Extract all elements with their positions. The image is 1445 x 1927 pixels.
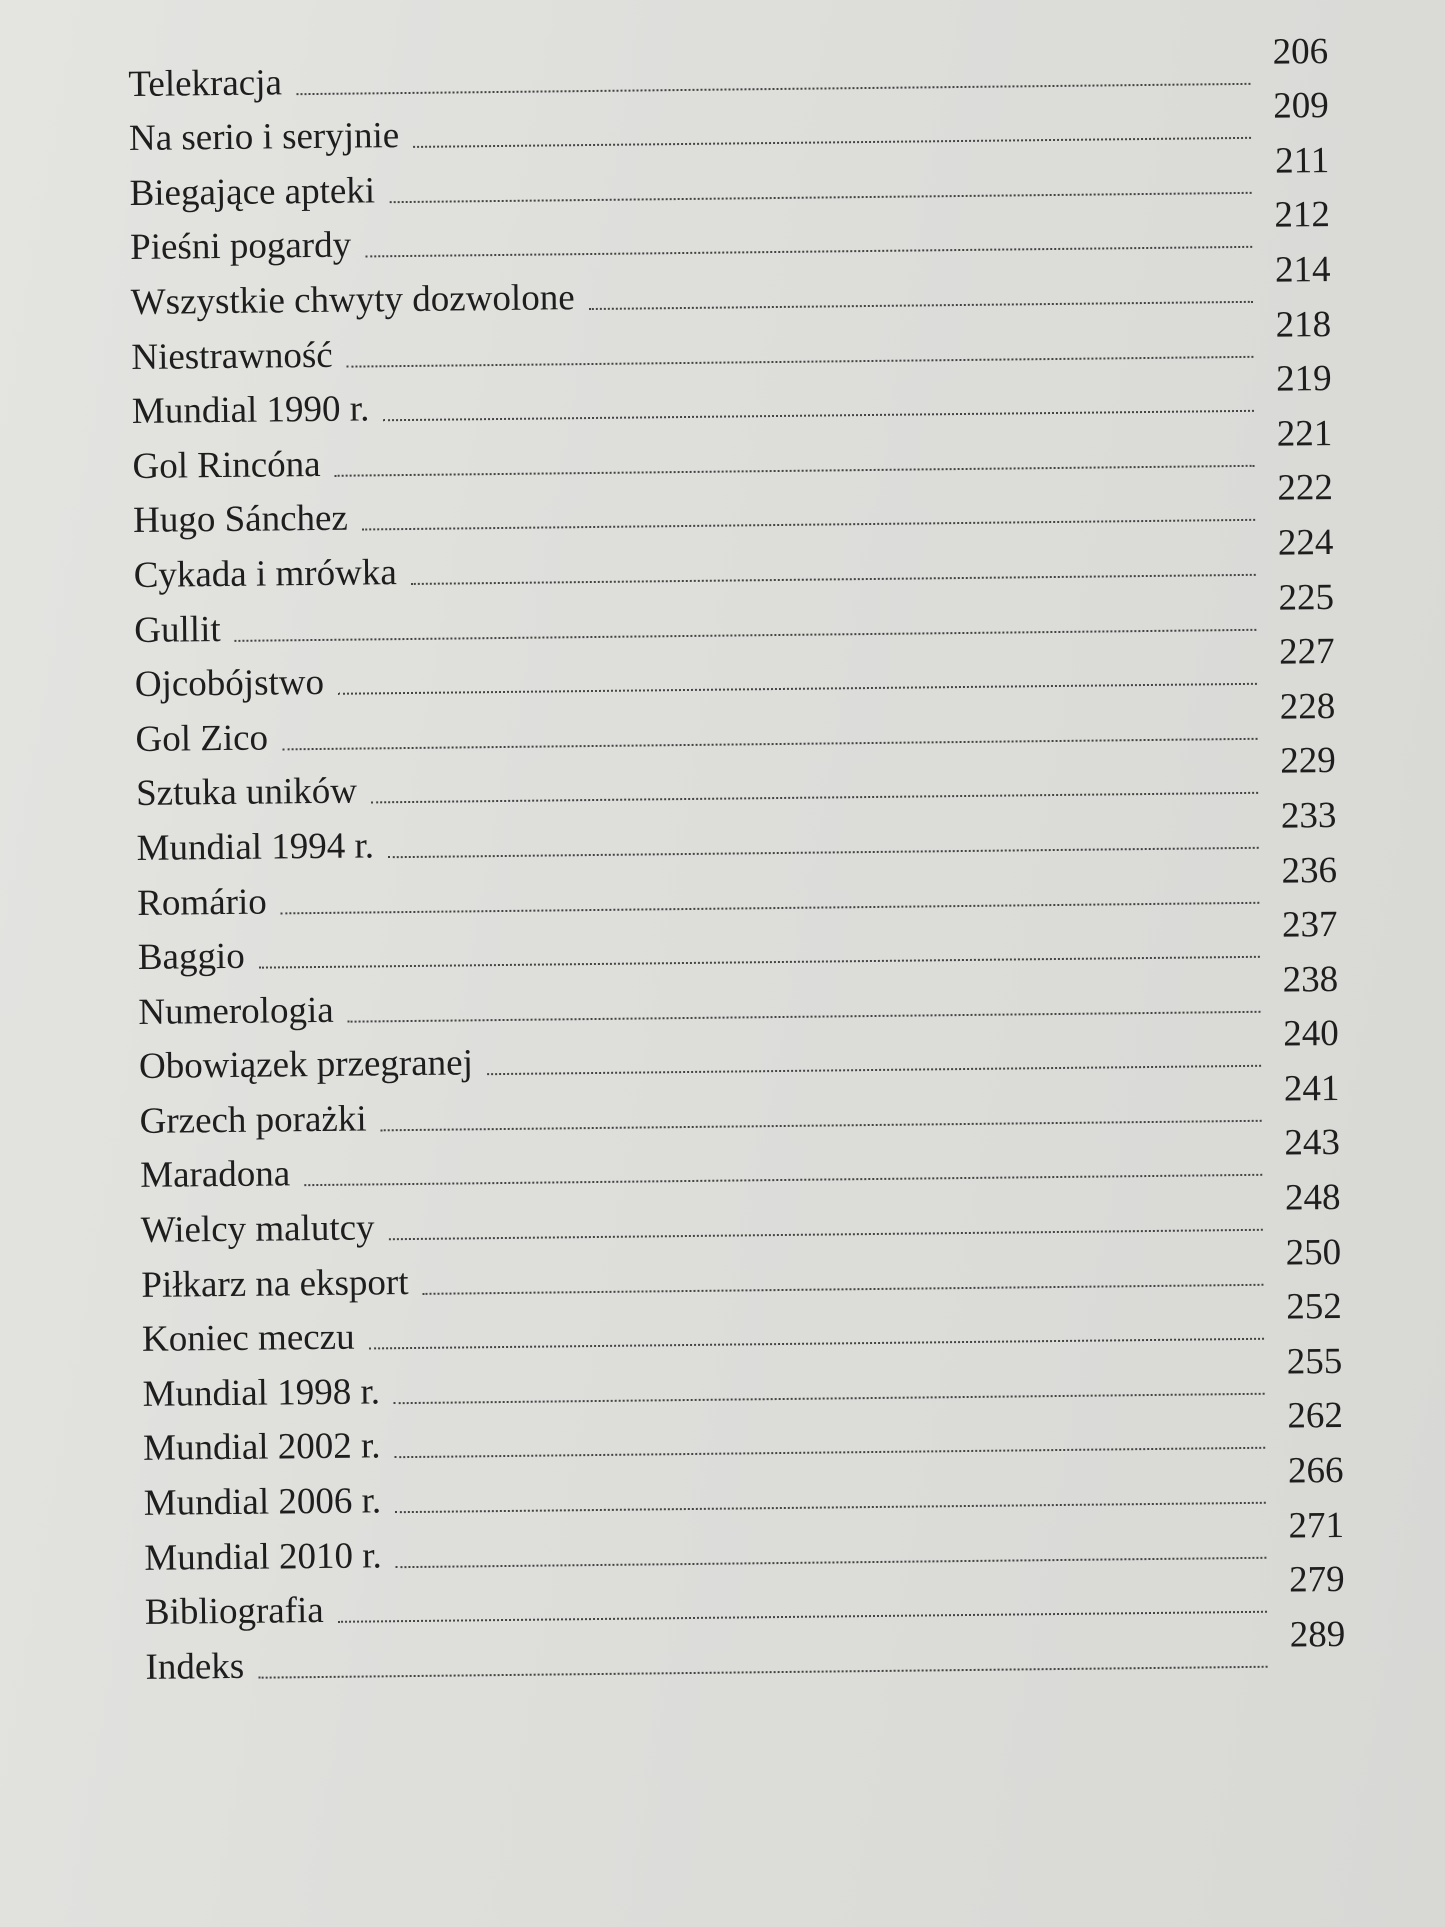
toc-entry-page: 279 (1288, 1559, 1345, 1601)
toc-entry-page: 238 (1282, 958, 1339, 1001)
dot-leader (588, 300, 1253, 310)
toc-entry-title: Romário (137, 881, 267, 924)
toc-entry-page: 206 (1272, 30, 1329, 73)
toc-entry-page: 228 (1279, 685, 1336, 728)
toc-entry-page: 229 (1280, 740, 1337, 782)
toc-entry-page: 221 (1276, 412, 1333, 455)
toc-entry-title: Numerologia (138, 989, 334, 1033)
toc-entry-title: Na serio i seryjnie (128, 115, 400, 160)
toc-entry-title: Mundial 2010 r. (144, 1534, 382, 1579)
toc-entry-title: Hugo Sánchez (132, 497, 349, 542)
toc-entry-page: 227 (1278, 631, 1335, 673)
toc-entry-page: 219 (1275, 358, 1332, 400)
toc-entry-title: Sztuka uników (135, 770, 358, 815)
toc-entry-title: Grzech porażki (139, 1098, 367, 1142)
toc-entry-title: Niestrawność (131, 334, 333, 378)
toc-entry-title: Cykada i mrówka (133, 552, 397, 596)
toc-entry-title: Pieśni pogardy (129, 224, 352, 269)
toc-entry-page: 252 (1285, 1286, 1342, 1328)
toc-entry-title: Wielcy malutcy (140, 1207, 375, 1251)
toc-entry-title: Gol Rincóna (132, 443, 321, 487)
dot-leader (258, 1665, 1268, 1679)
toc-entry-title: Mundial 1994 r. (136, 825, 375, 869)
toc-entry-title: Mundial 1990 r. (131, 388, 370, 433)
toc-entry-page: 224 (1277, 521, 1334, 564)
toc-entry-title: Wszystkie chwyty dozwolone (130, 277, 575, 323)
toc-entry-page: 218 (1275, 303, 1332, 346)
toc-entry-page: 236 (1281, 849, 1338, 892)
toc-entry-page: 262 (1287, 1395, 1344, 1437)
toc-entry-page: 214 (1274, 248, 1331, 291)
toc-entry-title: Mundial 1998 r. (142, 1371, 381, 1415)
toc-entry-page: 237 (1281, 904, 1338, 946)
toc-entry-page: 250 (1285, 1231, 1342, 1274)
toc-entry-title: Koniec meczu (141, 1316, 355, 1361)
table-of-contents: Telekracja 206 Na serio i seryjnie 209 Biega… (128, 30, 1346, 1688)
toc-entry-page: 222 (1277, 467, 1334, 509)
toc-entry-page: 248 (1284, 1177, 1341, 1219)
toc-entry-page: 271 (1288, 1504, 1345, 1547)
toc-entry-title: Baggio (137, 935, 245, 979)
toc-entry-page: 225 (1278, 576, 1335, 619)
toc-entry-title: Piłkarz na eksport (141, 1261, 409, 1306)
toc-entry-title: Telekracja (128, 61, 283, 105)
toc-entry-page: 240 (1283, 1013, 1339, 1055)
toc-entry-title: Gol Zico (135, 717, 269, 760)
toc-entry-title: Ojcobójstwo (134, 662, 325, 706)
toc-entry-page: 255 (1286, 1340, 1343, 1383)
toc-entry-page: 266 (1287, 1449, 1344, 1492)
toc-entry-title: Maradona (139, 1153, 291, 1197)
toc-entry-title: Indeks (145, 1645, 245, 1688)
toc-entry-title: Obowiązek przegranej (138, 1042, 474, 1088)
toc-entry-page: 209 (1272, 85, 1329, 127)
toc-entry: Indeks 289 (145, 1613, 1346, 1688)
toc-entry-page: 211 (1274, 139, 1330, 182)
toc-entry-page: 212 (1274, 194, 1331, 236)
toc-entry-page: 243 (1284, 1122, 1341, 1165)
toc-entry-title: Gullit (134, 608, 221, 651)
toc-entry-page: 241 (1283, 1067, 1340, 1110)
toc-entry-page: 289 (1289, 1613, 1346, 1656)
toc-entry-page: 233 (1280, 794, 1337, 837)
toc-entry-title: Bibliografia (144, 1590, 324, 1634)
toc-entry-title: Biegające apteki (129, 170, 376, 214)
toc-entry-title: Mundial 2006 r. (143, 1480, 382, 1524)
toc-entry-title: Mundial 2002 r. (142, 1425, 381, 1470)
